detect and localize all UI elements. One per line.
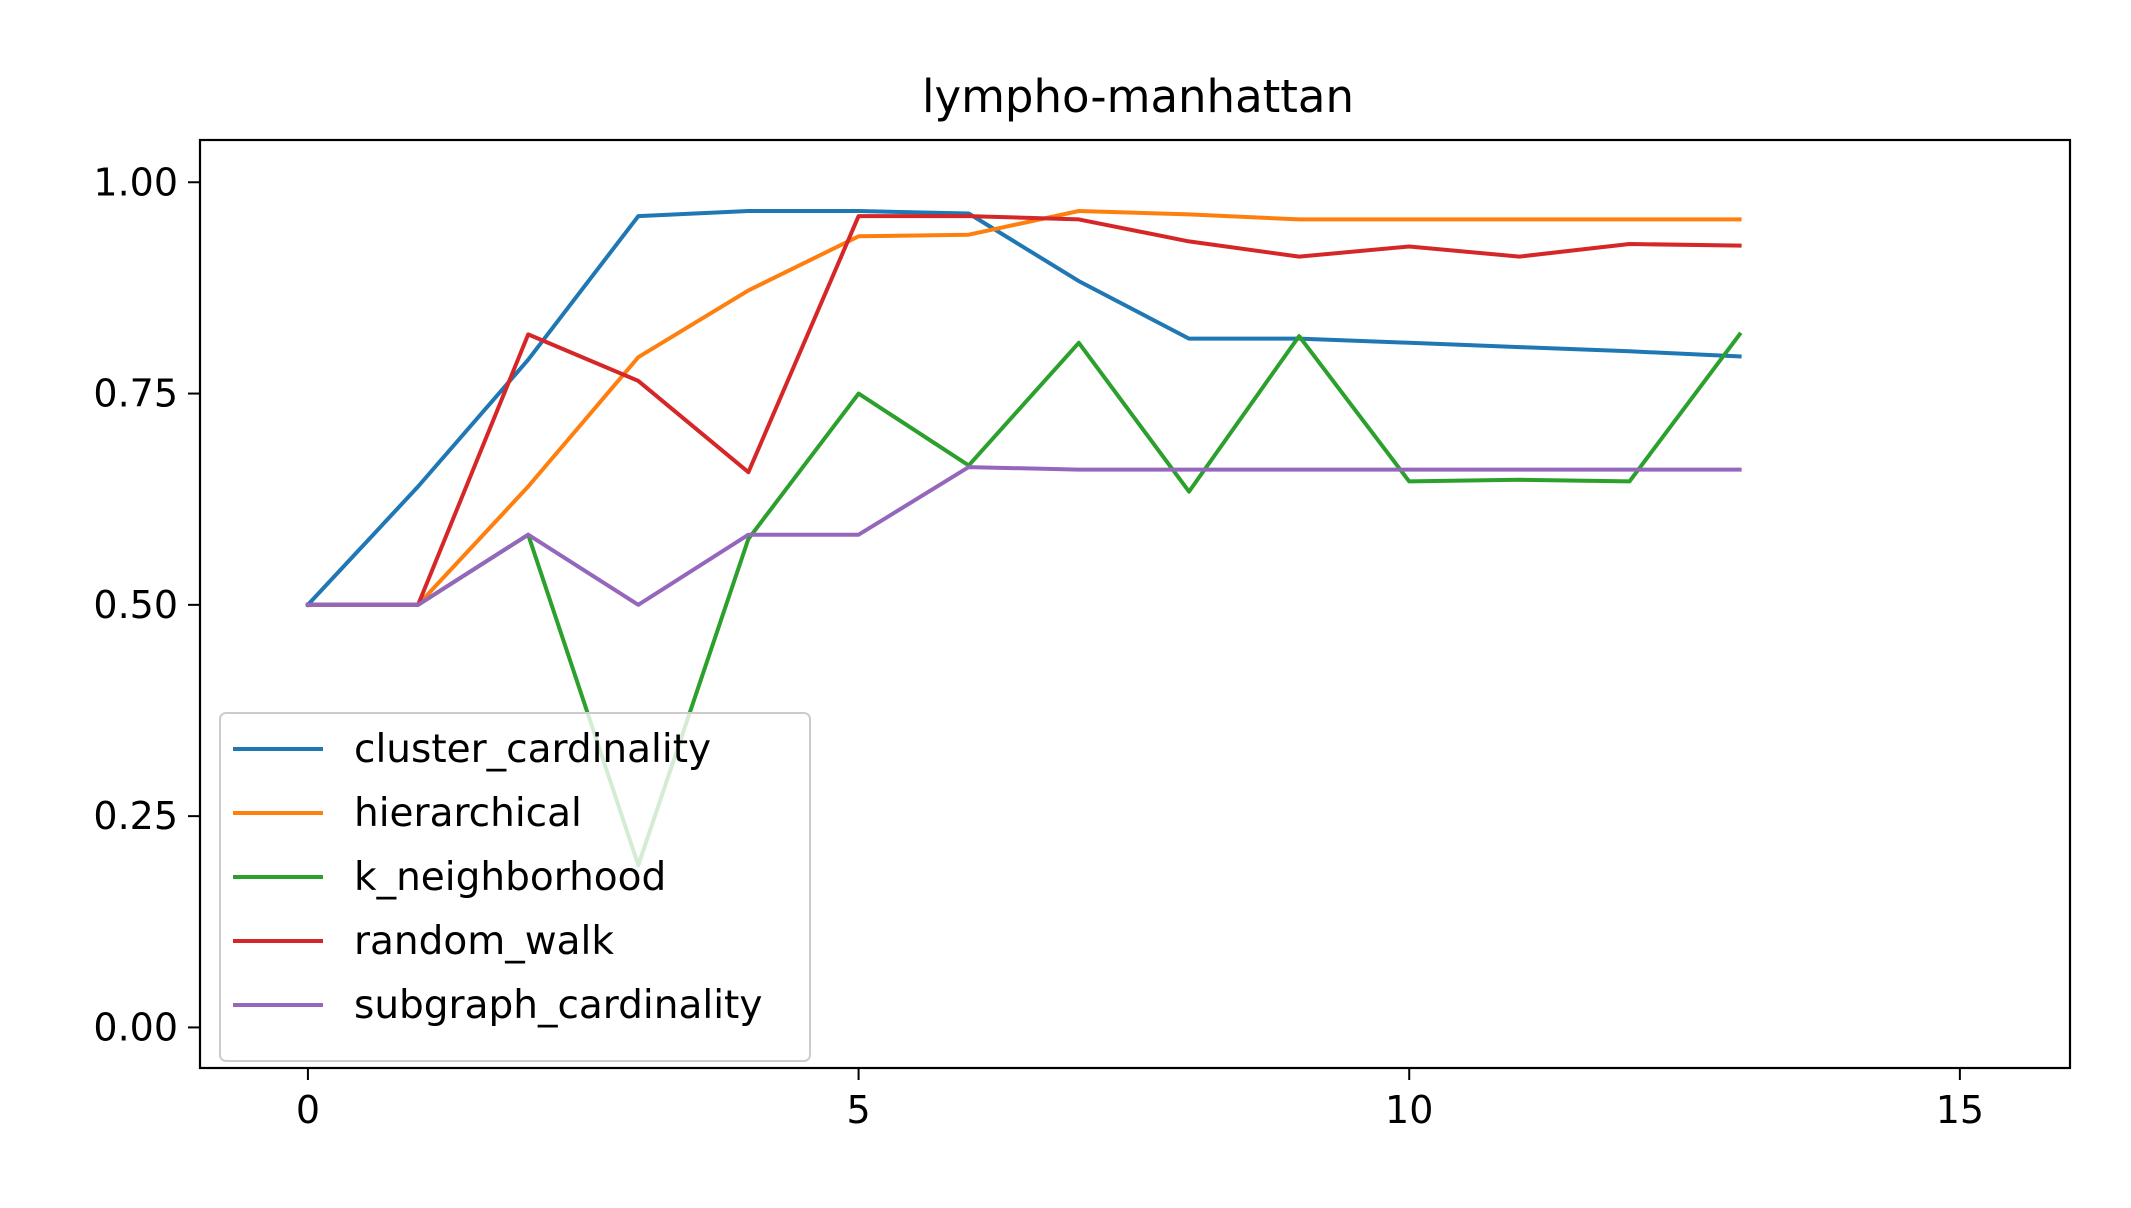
series-line-hierarchical [305,209,1742,607]
x-tick-label: 15 [1936,1088,1984,1132]
legend-item-subgraph-cardinality[interactable]: subgraph_cardinality [233,983,762,1028]
series-line-random-walk [305,214,1742,607]
legend-label: subgraph_cardinality [354,983,762,1028]
series-line-subgraph-cardinality [305,465,1742,607]
x-tick-label: 10 [1385,1088,1433,1132]
legend[interactable]: cluster_cardinality hierarchical k_neighbo… [219,712,811,1062]
legend-box [219,712,811,1062]
legend-label: k_neighborhood [354,855,666,900]
x-tick-label: 5 [846,1088,870,1132]
x-tick-label: 0 [296,1088,320,1132]
y-tick-label: 0.50 [93,583,178,627]
y-axis: 0.00 0.25 0.50 0.75 1.00 [93,160,200,1049]
y-tick-label: 0.75 [93,372,178,416]
y-tick-label: 0.25 [93,794,178,838]
y-tick-label: 1.00 [93,160,178,204]
series-line-k-neighborhood [305,331,1743,868]
x-axis: 0 5 10 15 [296,1068,1984,1132]
legend-item-cluster-cardinality[interactable]: cluster_cardinality [233,727,711,772]
y-tick-label: 0.00 [93,1005,178,1049]
legend-label: cluster_cardinality [354,727,711,772]
series-layer [305,209,1743,868]
legend-label: hierarchical [354,791,582,836]
legend-item-random-walk[interactable]: random_walk [233,919,614,964]
legend-item-hierarchical[interactable]: hierarchical [233,791,582,836]
series-line-cluster-cardinality [305,209,1742,608]
legend-item-k-neighborhood[interactable]: k_neighborhood [233,855,666,900]
chart-title: lympho-manhattan [922,70,1354,123]
legend-label: random_walk [354,919,614,964]
